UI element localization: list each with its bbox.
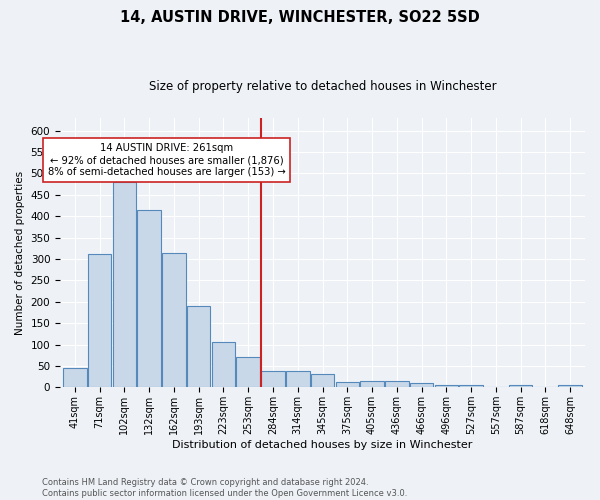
Bar xyxy=(162,252,185,388)
Title: Size of property relative to detached houses in Winchester: Size of property relative to detached ho… xyxy=(149,80,496,93)
Bar xyxy=(460,385,483,388)
Bar xyxy=(236,358,260,388)
Bar xyxy=(311,374,334,388)
Bar xyxy=(286,371,310,388)
Bar xyxy=(509,385,532,388)
Bar xyxy=(63,368,86,388)
Bar xyxy=(212,342,235,388)
Bar xyxy=(88,254,112,388)
Text: Contains HM Land Registry data © Crown copyright and database right 2024.
Contai: Contains HM Land Registry data © Crown c… xyxy=(42,478,407,498)
X-axis label: Distribution of detached houses by size in Winchester: Distribution of detached houses by size … xyxy=(172,440,473,450)
Bar xyxy=(187,306,211,388)
Text: 14, AUSTIN DRIVE, WINCHESTER, SO22 5SD: 14, AUSTIN DRIVE, WINCHESTER, SO22 5SD xyxy=(120,10,480,25)
Bar xyxy=(137,210,161,388)
Text: 14 AUSTIN DRIVE: 261sqm
← 92% of detached houses are smaller (1,876)
8% of semi-: 14 AUSTIN DRIVE: 261sqm ← 92% of detache… xyxy=(47,144,286,176)
Bar xyxy=(434,384,458,388)
Bar xyxy=(335,382,359,388)
Bar xyxy=(410,383,433,388)
Bar xyxy=(385,381,409,388)
Bar xyxy=(559,385,582,388)
Bar xyxy=(261,371,285,388)
Bar xyxy=(113,182,136,388)
Bar xyxy=(360,381,384,388)
Y-axis label: Number of detached properties: Number of detached properties xyxy=(15,170,25,334)
